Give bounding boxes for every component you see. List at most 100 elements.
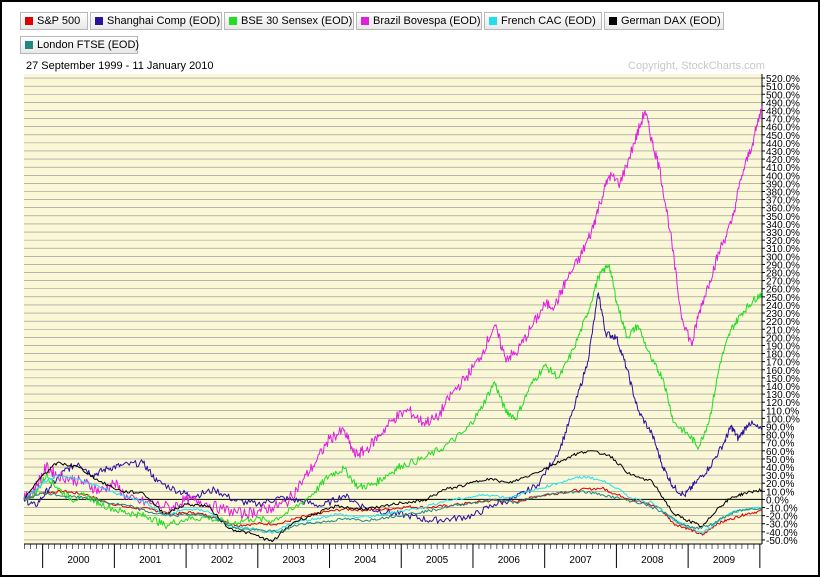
legend-swatch-ftse [25,41,33,49]
y-tick-label: 420.0% [766,155,800,166]
y-tick-label: 120.0% [766,398,800,409]
legend-item-sensex[interactable]: BSE 30 Sensex (EOD) [224,12,354,30]
series-line-5 [23,474,763,534]
y-tick-label: 520.0% [766,74,800,85]
y-tick-label: 130.0% [766,390,800,401]
y-tick-label: 110.0% [766,406,799,417]
series-line-6 [23,450,763,543]
legend-label-sp500: S&P 500 [37,15,81,27]
y-tick-label: -50.0% [766,536,798,547]
x-tick-label: 2008 [641,555,664,566]
y-tick-label: 100.0% [766,414,800,425]
y-tick-label: 60.0% [766,447,794,458]
y-tick-label: 250.0% [766,293,800,304]
y-tick-label: 220.0% [766,317,800,328]
y-tick-label: 200.0% [766,333,800,344]
series-line-3 [23,263,763,530]
y-tick-label: 450.0% [766,131,800,142]
x-tick-label: 2001 [139,555,162,566]
x-tick-label: 2002 [211,555,234,566]
y-tick-label: 290.0% [766,260,800,271]
legend-item-ftse[interactable]: London FTSE (EOD) [20,36,140,54]
date-range: 27 September 1999 - 11 January 2010 [26,60,214,72]
legend-label-ftse: London FTSE (EOD) [37,39,140,51]
x-axis: 2000 2001 2002 2003 2004 2005 2006 2007 2008 2009 [24,543,762,568]
gridlines [24,77,762,541]
y-tick-label: 10.0% [766,487,794,498]
y-tick-label: 460.0% [766,123,800,134]
series-line-7 [23,490,763,534]
legend-label-shanghai: Shanghai Comp (EOD) [107,15,221,27]
y-tick-label: 310.0% [766,244,800,255]
y-tick-label: 350.0% [766,212,800,223]
legend-swatch-sensex [229,17,237,25]
y-tick-label: 440.0% [766,139,800,150]
y-tick-label: 270.0% [766,277,800,288]
y-tick-label: 150.0% [766,374,800,385]
legend-swatch-cac [489,17,497,25]
y-tick-label: 330.0% [766,228,800,239]
legend-item-sp500[interactable]: S&P 500 [20,12,88,30]
y-tick-label: 40.0% [766,463,794,474]
legend-item-shanghai[interactable]: Shanghai Comp (EOD) [90,12,222,30]
legend-label-dax: German DAX (EOD) [621,15,721,27]
legend-swatch-shanghai [95,17,103,25]
y-tick-label: 180.0% [766,350,800,361]
y-tick-label: 390.0% [766,179,800,190]
y-tick-label: 190.0% [766,341,800,352]
x-tick-label: 2003 [283,555,306,566]
y-tick-label: 430.0% [766,147,800,158]
y-tick-label: 70.0% [766,439,794,450]
y-tick-label: 510.0% [766,82,800,93]
y-axis: 520.0%510.0%500.0%490.0%480.0%470.0%460.… [761,74,800,547]
y-tick-label: 490.0% [766,98,800,109]
y-tick-label: 90.0% [766,423,794,434]
x-tick-label: 2007 [569,555,592,566]
y-tick-label: -10.0% [766,504,798,515]
y-tick-label: 160.0% [766,366,800,377]
y-tick-label: 470.0% [766,115,800,126]
y-tick-label: 0.0% [766,495,789,506]
x-tick-label: 2005 [426,555,449,566]
y-tick-label: 170.0% [766,358,800,369]
legend-item-dax[interactable]: German DAX (EOD) [604,12,724,30]
y-tick-label: 480.0% [766,106,800,117]
legend-label-cac: French CAC (EOD) [501,15,596,27]
y-tick-label: -20.0% [766,512,798,523]
legend-swatch-sp500 [25,17,33,25]
legend-item-bovespa[interactable]: Brazil Bovespa (EOD) [356,12,482,30]
y-tick-label: 240.0% [766,301,800,312]
y-tick-label: 50.0% [766,455,794,466]
y-tick-label: 20.0% [766,479,794,490]
plot-background [24,74,762,544]
y-tick-label: 300.0% [766,252,800,263]
y-tick-label: 320.0% [766,236,800,247]
series-line-2 [23,292,763,524]
legend-label-sensex: BSE 30 Sensex (EOD) [241,15,353,27]
y-tick-label: 210.0% [766,325,800,336]
y-tick-label: 230.0% [766,309,800,320]
y-tick-label: 80.0% [766,431,794,442]
copyright-notice: Copyright, StockCharts.com [628,60,765,72]
y-tick-label: 410.0% [766,163,800,174]
y-tick-label: -30.0% [766,520,798,531]
y-tick-label: 280.0% [766,269,800,280]
y-tick-label: 370.0% [766,196,800,207]
y-tick-label: 400.0% [766,171,800,182]
legend-swatch-dax [609,17,617,25]
x-tick-label: 2009 [713,555,736,566]
y-tick-label: 140.0% [766,382,800,393]
series-lines [23,106,763,543]
y-tick-label: 360.0% [766,204,800,215]
y-tick-label: 340.0% [766,220,800,231]
x-tick-label: 2004 [354,555,377,566]
y-tick-label: -40.0% [766,528,798,539]
y-tick-label: 260.0% [766,285,800,296]
x-tick-label: 2000 [67,555,90,566]
y-tick-label: 380.0% [766,188,800,199]
series-line-4 [23,106,763,520]
legend-item-cac[interactable]: French CAC (EOD) [484,12,602,30]
y-tick-label: 30.0% [766,471,794,482]
legend-label-bovespa: Brazil Bovespa (EOD) [373,15,481,27]
